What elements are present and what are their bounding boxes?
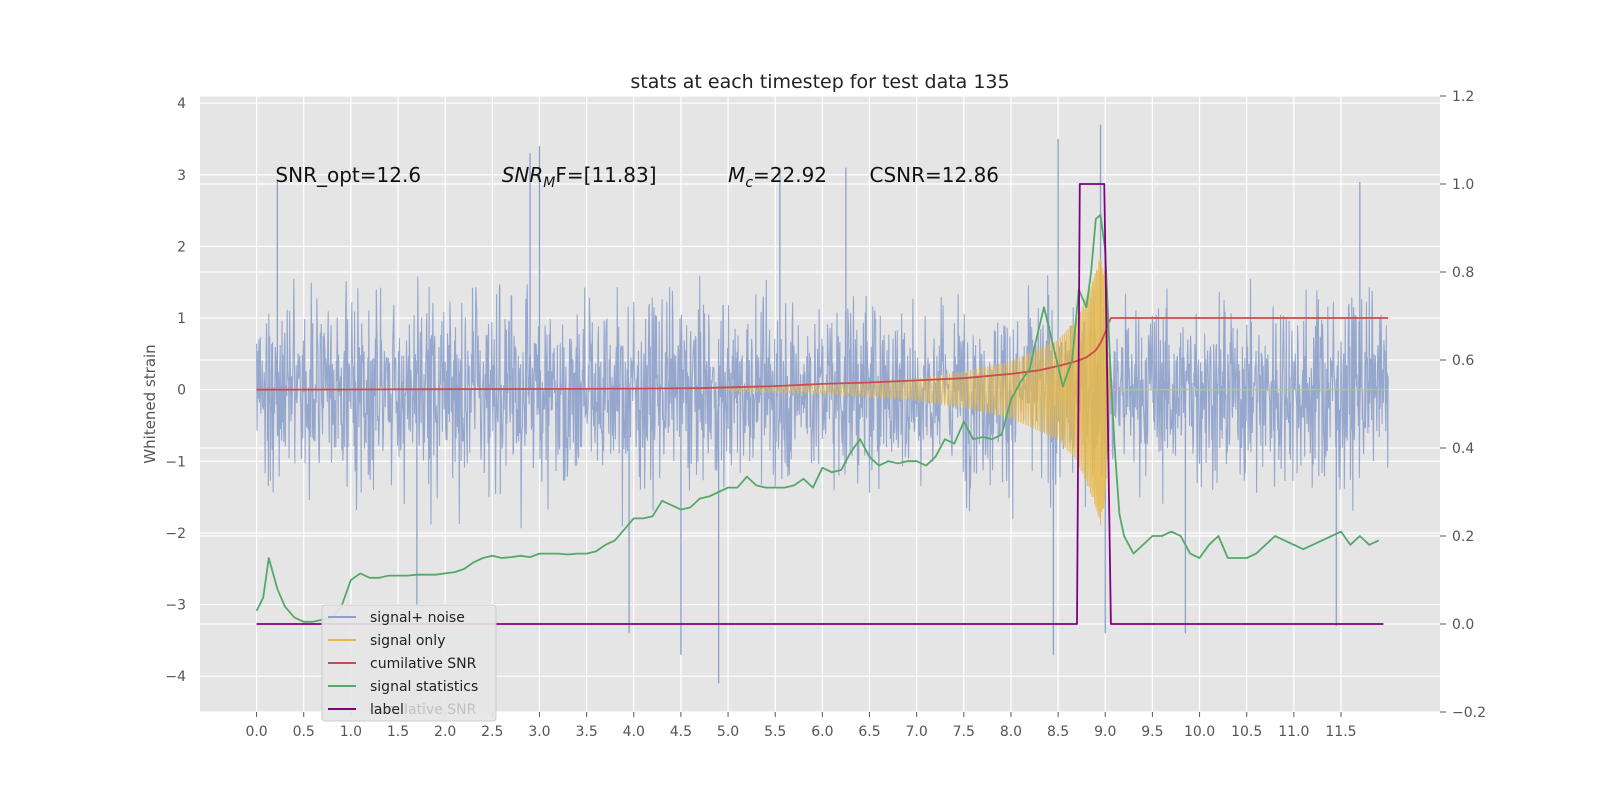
x-tick-label: 4.5 (670, 724, 692, 740)
x-tick-label: 6.5 (858, 724, 880, 740)
y-axis-label: Whitened strain (141, 344, 159, 463)
legend-label: signal only (370, 633, 445, 649)
y-tick-label: −3 (165, 598, 186, 614)
y-tick-label: 1 (177, 311, 186, 327)
x-tick-label: 11.0 (1278, 724, 1309, 740)
y-tick-label: 2 (177, 239, 186, 255)
annotations: SNR_opt=12.6 SNRMF=[11.83] Mc=22.92 CSNR=12… (275, 163, 999, 191)
legend-label: signal statistics (370, 679, 478, 695)
x-tick-label: 8.5 (1047, 724, 1069, 740)
x-tick-label: 5.5 (764, 724, 786, 740)
y2-tick-label: −0.2 (1452, 705, 1486, 721)
chart-title: stats at each timestep for test data 135 (630, 71, 1009, 93)
x-tick-label: 9.0 (1094, 724, 1116, 740)
x-tick-label: 1.0 (340, 724, 362, 740)
legend-label: cumilative SNR (370, 656, 477, 672)
y2-tick-label: 0.8 (1452, 265, 1474, 281)
x-tick-label: 1.5 (387, 724, 409, 740)
x-tick-label: 10.5 (1231, 724, 1262, 740)
legend: signal+ noise signal only cumilative SNR si… (321, 604, 497, 722)
y-tick-label: −1 (165, 454, 186, 470)
series-signal-noise (256, 275, 1389, 529)
y-tick-label: 0 (177, 383, 186, 399)
series-signal-statistics (255, 213, 1380, 623)
y2-tick-label: 1.2 (1452, 89, 1474, 105)
x-tick-label: 7.5 (953, 724, 975, 740)
x-tick-label: 8.0 (1000, 724, 1022, 740)
y-tick-label: −2 (165, 526, 186, 542)
y-tick-label: 3 (177, 168, 186, 184)
legend-ghost-label: cumilative SNR (370, 702, 477, 718)
series-signal-only (727, 257, 1111, 526)
y2-tick-label: 0.4 (1452, 441, 1474, 457)
x-tick-label: 3.0 (528, 724, 550, 740)
annotation-text: SNR_opt=12.6 (275, 163, 421, 187)
x-tick-label: 5.0 (717, 724, 739, 740)
ticks: 0.0 0.5 1.0 1.5 2.0 2.5 3.0 3.5 4.0 4.5 5.0 5.5 6.0 6… (165, 89, 1486, 740)
x-tick-label: 3.5 (575, 724, 597, 740)
legend-box (321, 604, 497, 722)
legend-label: label (370, 702, 404, 718)
y-tick-label: 4 (177, 96, 186, 112)
x-tick-label: 6.0 (811, 724, 833, 740)
annotation-text: CSNR=12.86 (870, 163, 1000, 187)
x-tick-label: 4.0 (623, 724, 645, 740)
y2-tick-label: 0.2 (1452, 529, 1474, 545)
annotation-text: Mc=22.92 (728, 163, 827, 191)
annotation-text: SNRMF=[11.83] (502, 163, 657, 191)
series-label (256, 183, 1384, 625)
x-tick-label: 11.5 (1325, 724, 1356, 740)
x-tick-label: 2.0 (434, 724, 456, 740)
x-tick-label: 2.5 (481, 724, 503, 740)
y2-tick-label: 0.6 (1452, 353, 1474, 369)
x-tick-label: 7.0 (906, 724, 928, 740)
x-tick-label: 0.0 (245, 724, 267, 740)
plot-area (255, 124, 1389, 684)
legend-label: signal+ noise (370, 610, 465, 626)
y-tick-label: −4 (165, 669, 186, 685)
y2-tick-label: 1.0 (1452, 177, 1474, 193)
x-tick-label: 10.0 (1184, 724, 1215, 740)
x-tick-label: 0.5 (293, 724, 315, 740)
y2-tick-label: 0.0 (1452, 617, 1474, 633)
x-tick-label: 9.5 (1141, 724, 1163, 740)
